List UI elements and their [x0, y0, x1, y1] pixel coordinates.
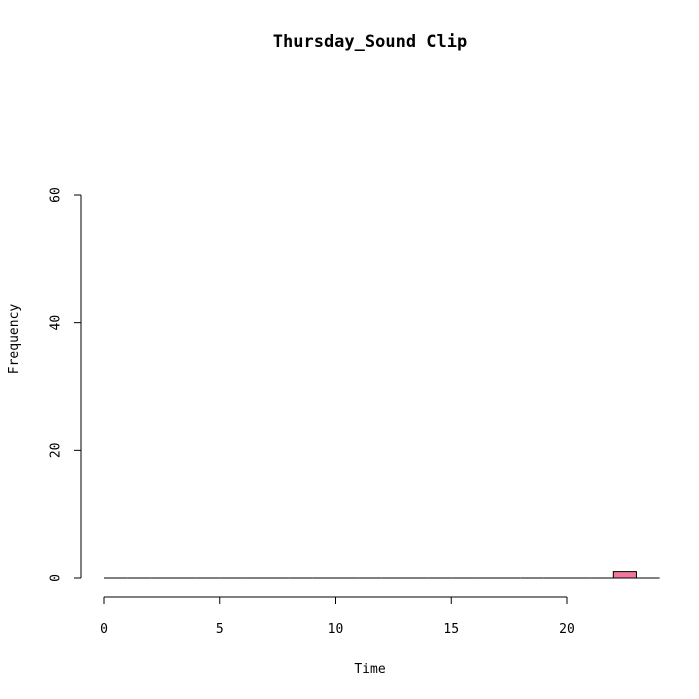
x-axis: 0 5 10 15 20 — [100, 596, 575, 637]
x-axis-label: Time — [354, 662, 385, 677]
y-tick-label: 20 — [49, 443, 64, 459]
histogram-bars — [104, 571, 660, 579]
chart-title: Thursday_Sound Clip — [273, 32, 467, 52]
y-axis-label: Frequency — [7, 304, 22, 375]
x-tick-label: 5 — [216, 622, 224, 637]
histogram-bar — [612, 571, 637, 579]
x-tick-label: 10 — [328, 622, 344, 637]
y-tick-label: 0 — [49, 574, 64, 582]
x-tick-label: 20 — [559, 622, 575, 637]
x-tick-label: 15 — [443, 622, 459, 637]
y-axis: 0 20 40 60 — [49, 187, 82, 582]
y-tick-label: 40 — [49, 315, 64, 331]
y-tick-label: 60 — [49, 187, 64, 203]
x-tick-label: 0 — [100, 622, 108, 637]
